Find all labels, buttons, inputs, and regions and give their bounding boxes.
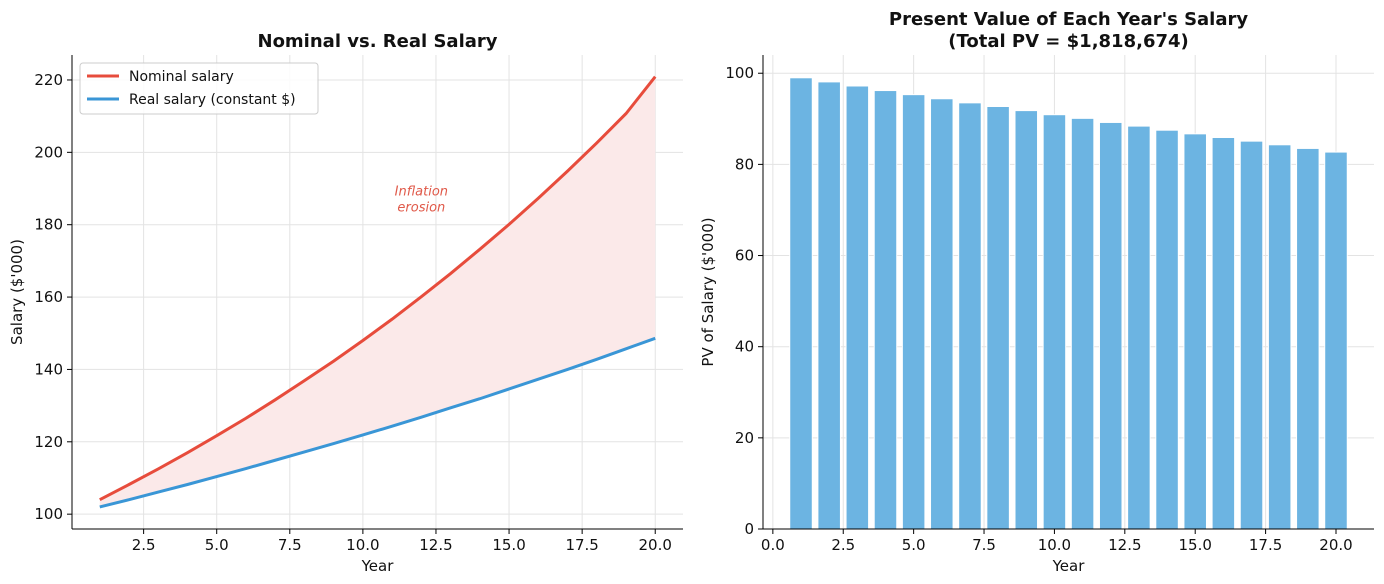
left-x-tick-label: 5.0 bbox=[205, 536, 229, 554]
left-y-tick-label: 200 bbox=[34, 143, 63, 161]
right-x-tick-label: 7.5 bbox=[972, 536, 996, 554]
right-x-tick-label: 0.0 bbox=[761, 536, 785, 554]
left-y-tick-label: 120 bbox=[34, 433, 63, 451]
left-x-tick-label: 20.0 bbox=[639, 536, 672, 554]
left-x-tick-label: 10.0 bbox=[346, 536, 379, 554]
right-y-tick-label: 40 bbox=[735, 338, 754, 356]
pv-bar-year-3 bbox=[845, 85, 870, 530]
left-x-tick-label: 7.5 bbox=[278, 536, 302, 554]
right-x-tick-label: 5.0 bbox=[902, 536, 926, 554]
pv-bar-year-2 bbox=[817, 81, 841, 530]
inflation-erosion-area bbox=[99, 76, 656, 507]
legend-nominal-label: Nominal salary bbox=[129, 69, 234, 85]
right-ticks: 0.0 2.5 5.0 7.5 10.0 12.5 15.0 17.5 20.0 0 20 40 60 8… bbox=[725, 64, 1352, 554]
present-value-chart: 0.0 2.5 5.0 7.5 10.0 12.5 15.0 17.5 20.0 0 20 40 60 8… bbox=[699, 9, 1374, 575]
pv-bar-year-19 bbox=[1296, 147, 1320, 530]
pv-bar-year-20 bbox=[1324, 151, 1348, 530]
left-y-tick-label: 180 bbox=[34, 216, 63, 234]
right-x-tick-label: 15.0 bbox=[1179, 536, 1212, 554]
pv-bar-year-6 bbox=[930, 98, 954, 530]
right-y-tick-label: 100 bbox=[725, 64, 754, 82]
right-chart-title-line2: (Total PV = $1,818,674) bbox=[948, 31, 1189, 52]
left-y-tick-label: 140 bbox=[34, 360, 63, 378]
pv-bar-year-8 bbox=[986, 106, 1010, 530]
right-x-tick-label: 17.5 bbox=[1249, 536, 1282, 554]
pv-bar-year-13 bbox=[1127, 125, 1151, 530]
pv-bar-year-7 bbox=[958, 102, 982, 530]
right-x-axis-label: Year bbox=[1052, 557, 1086, 575]
pv-bar-year-15 bbox=[1183, 133, 1207, 530]
right-x-tick-label: 2.5 bbox=[831, 536, 855, 554]
inflation-erosion-annotation-line1: Inflation bbox=[395, 185, 448, 200]
pv-bar-year-16 bbox=[1211, 136, 1236, 530]
pv-bar-year-12 bbox=[1098, 121, 1123, 530]
right-x-tick-label: 12.5 bbox=[1108, 536, 1141, 554]
pv-bar-year-18 bbox=[1267, 144, 1292, 530]
left-x-tick-label: 17.5 bbox=[565, 536, 598, 554]
left-y-tick-label: 100 bbox=[34, 505, 63, 523]
right-y-tick-label: 60 bbox=[735, 247, 754, 265]
right-x-tick-label: 10.0 bbox=[1038, 536, 1071, 554]
pv-bar-year-10 bbox=[1042, 114, 1067, 530]
left-x-tick-label: 15.0 bbox=[492, 536, 525, 554]
pv-bar-year-4 bbox=[873, 90, 898, 530]
pv-bar-year-9 bbox=[1014, 110, 1039, 530]
left-chart-title: Nominal vs. Real Salary bbox=[258, 31, 498, 52]
left-x-tick-label: 12.5 bbox=[419, 536, 452, 554]
pv-bar-year-14 bbox=[1155, 129, 1179, 530]
pv-bar-year-11 bbox=[1070, 117, 1095, 530]
legend-real-label: Real salary (constant $) bbox=[129, 92, 296, 108]
pv-bars bbox=[789, 77, 1348, 530]
right-y-tick-label: 0 bbox=[744, 520, 754, 538]
left-x-tick-label: 2.5 bbox=[132, 536, 156, 554]
legend: Nominal salary Real salary (constant $) bbox=[79, 62, 319, 115]
real-salary-line bbox=[99, 336, 656, 509]
left-x-axis-label: Year bbox=[361, 557, 395, 575]
nominal-vs-real-chart: 2.5 5.0 7.5 10.0 12.5 15.0 17.5 20.0 100 120 140 16… bbox=[8, 31, 683, 575]
inflation-erosion-annotation-line2: erosion bbox=[397, 201, 445, 216]
right-x-tick-label: 20.0 bbox=[1319, 536, 1352, 554]
pv-bar-year-17 bbox=[1239, 140, 1264, 530]
nominal-salary-line bbox=[99, 75, 657, 502]
left-y-axis-label: Salary ($'000) bbox=[8, 239, 26, 345]
left-y-tick-label: 220 bbox=[34, 71, 63, 89]
left-ticks: 2.5 5.0 7.5 10.0 12.5 15.0 17.5 20.0 100 120 140 16… bbox=[34, 71, 672, 554]
pv-bar-year-5 bbox=[901, 94, 926, 530]
left-y-tick-label: 160 bbox=[34, 288, 63, 306]
right-y-axis-label: PV of Salary ($'000) bbox=[699, 217, 717, 366]
legend-box bbox=[79, 62, 319, 115]
right-y-tick-label: 20 bbox=[735, 429, 754, 447]
pv-bar-year-1 bbox=[789, 77, 813, 530]
right-y-tick-label: 80 bbox=[735, 155, 754, 173]
right-chart-title-line1: Present Value of Each Year's Salary bbox=[889, 9, 1249, 30]
